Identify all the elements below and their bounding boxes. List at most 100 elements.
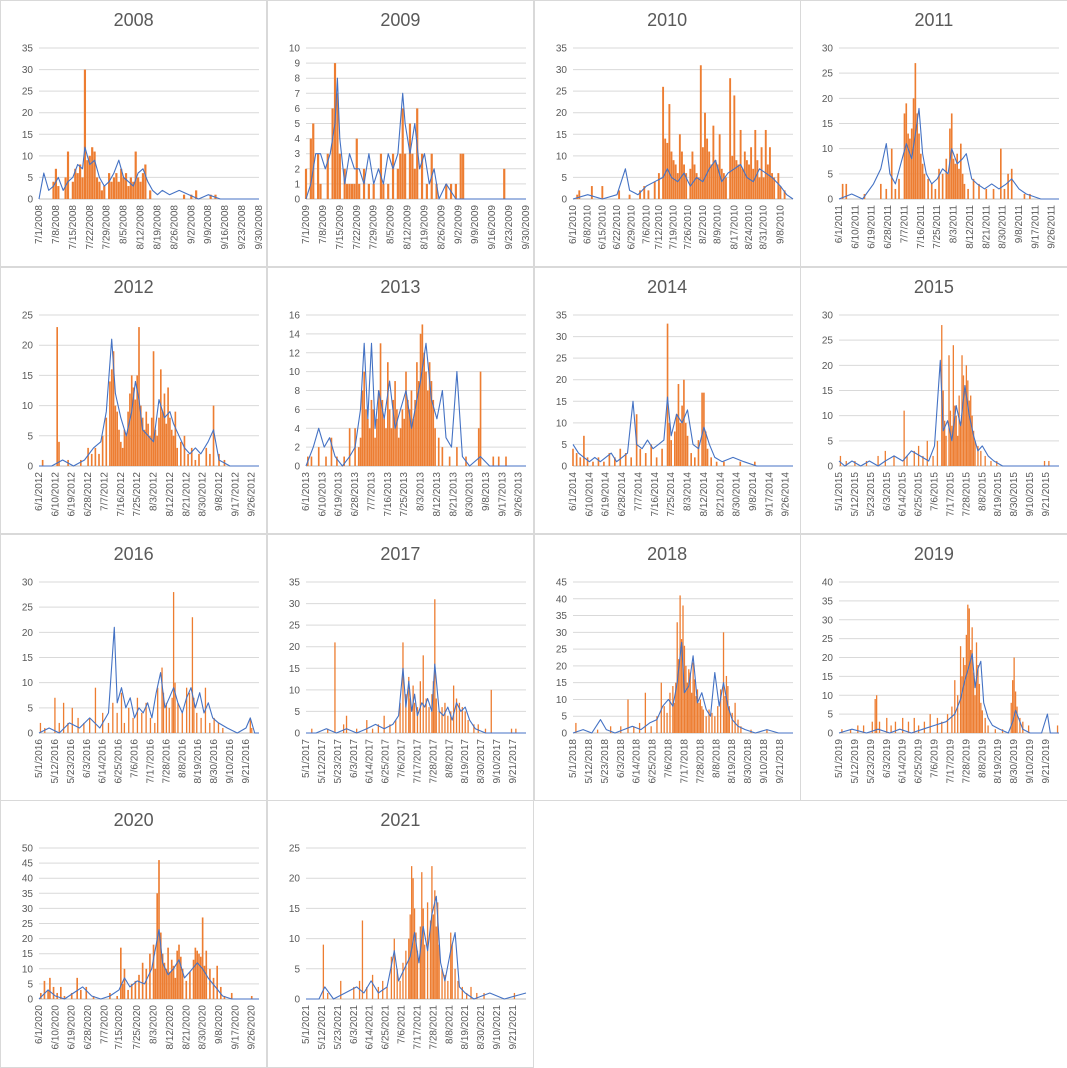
y-tick-label: 7 xyxy=(294,89,300,100)
bar xyxy=(876,694,878,733)
y-tick-label: 35 xyxy=(555,44,567,55)
bar xyxy=(686,682,688,733)
x-tick-label: 8/17/2010 xyxy=(729,205,740,250)
bar xyxy=(650,725,652,733)
bar xyxy=(686,435,688,466)
bar xyxy=(470,987,472,1000)
x-tick-label: 6/19/2011 xyxy=(867,205,878,249)
bar xyxy=(477,428,480,466)
bar xyxy=(978,683,981,733)
bar xyxy=(326,153,329,199)
chart-panel-2009: 2009 0 1 2 3 4 5 6 7 8 9 10 7/1/2009 7/8/2009 7/15/200… xyxy=(266,0,534,268)
bar xyxy=(127,186,130,199)
bar xyxy=(331,108,334,199)
bar xyxy=(375,418,378,466)
bar xyxy=(174,682,176,733)
bar xyxy=(120,168,123,199)
bar xyxy=(942,173,944,199)
bar xyxy=(1029,193,1031,199)
bar xyxy=(371,975,373,1000)
bar xyxy=(854,460,856,466)
x-tick-label: 6/25/2017 xyxy=(380,738,391,783)
bar xyxy=(434,428,436,466)
series-line xyxy=(305,77,526,200)
y-tick-label: 30 xyxy=(555,65,567,76)
bar xyxy=(676,173,679,199)
x-tick-label: 8/19/2016 xyxy=(193,738,204,783)
bar xyxy=(316,153,319,199)
x-tick-label: 9/2/2009 xyxy=(453,205,464,244)
bar xyxy=(412,685,414,733)
bar xyxy=(103,186,106,199)
bar xyxy=(353,183,356,199)
series-line xyxy=(305,662,526,734)
bar xyxy=(945,158,948,199)
x-tick-label: 8/3/2012 xyxy=(149,471,160,510)
bar xyxy=(149,953,151,1000)
bar xyxy=(961,675,963,733)
x-tick-label: 7/7/2012 xyxy=(99,471,110,510)
bar xyxy=(951,113,953,199)
bar xyxy=(1013,657,1016,733)
x-tick-label: 9/21/2019 xyxy=(1041,738,1052,783)
bar xyxy=(413,168,416,199)
x-tick-label: 5/23/2019 xyxy=(866,738,877,783)
bar xyxy=(422,654,424,733)
x-tick-label: 6/3/2017 xyxy=(349,738,360,777)
bar xyxy=(94,687,97,733)
x-tick-label: 6/25/2016 xyxy=(114,738,125,783)
bar xyxy=(157,687,159,733)
y-tick-label: 5 xyxy=(828,436,834,447)
y-tick-label: 20 xyxy=(555,375,567,386)
bar xyxy=(1023,193,1026,199)
bar xyxy=(112,350,115,466)
bar xyxy=(1011,168,1013,199)
x-tick-label: 9/21/2018 xyxy=(774,738,785,783)
bar xyxy=(764,129,767,199)
chart-panel-2017: 2017 0 5 10 15 20 25 30 35 5/1/2017 5/12/2017 5/23/… xyxy=(266,533,534,801)
bar xyxy=(105,417,108,466)
bar xyxy=(152,350,155,466)
bar xyxy=(884,450,887,466)
bar xyxy=(963,183,966,199)
bar xyxy=(80,459,82,466)
bar xyxy=(424,371,427,466)
bar xyxy=(117,181,120,199)
y-tick-label: 25 xyxy=(289,620,301,631)
bar xyxy=(343,456,345,466)
x-tick-label: 9/26/2014 xyxy=(780,471,791,516)
bar xyxy=(54,168,58,199)
bar xyxy=(116,996,118,1000)
x-tick-label: 9/26/2012 xyxy=(247,471,258,516)
x-tick-label: 9/9/2008 xyxy=(203,205,214,244)
bar xyxy=(958,168,961,199)
bar xyxy=(438,710,440,733)
bar xyxy=(980,450,982,466)
bar xyxy=(194,947,197,1000)
bar xyxy=(716,164,719,199)
bar xyxy=(185,687,188,733)
bar xyxy=(71,181,74,199)
bar xyxy=(66,151,70,199)
bar xyxy=(911,128,913,199)
bar xyxy=(1002,728,1004,733)
bar xyxy=(944,420,946,466)
x-tick-label: 8/8/2017 xyxy=(444,738,455,777)
bar xyxy=(403,153,406,199)
bar xyxy=(970,395,972,466)
bar xyxy=(947,713,949,733)
bar xyxy=(435,926,437,1000)
x-tick-label: 6/19/2013 xyxy=(333,471,344,516)
y-tick-label: 0 xyxy=(294,195,300,206)
bar xyxy=(452,685,455,733)
chart-panel-2008: 2008 0 5 10 15 20 25 30 35 7/1/2008 7/8/2008 7/15/2… xyxy=(0,0,268,268)
bar xyxy=(672,160,675,199)
bar xyxy=(947,173,950,199)
bar xyxy=(158,417,160,466)
x-tick-label: 8/30/2021 xyxy=(476,1005,487,1050)
series-line xyxy=(572,396,793,467)
x-tick-label: 5/23/2018 xyxy=(599,738,610,783)
y-tick-label: 40 xyxy=(822,577,834,588)
x-tick-label: 9/21/2015 xyxy=(1041,471,1052,516)
bar xyxy=(187,453,189,466)
